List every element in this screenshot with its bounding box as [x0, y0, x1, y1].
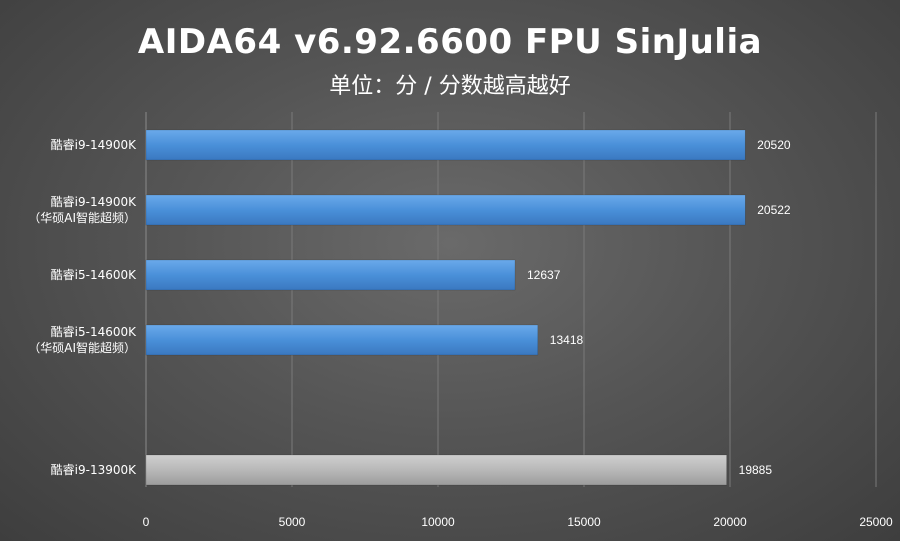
- category-label: （华硕AI智能超频）: [28, 340, 136, 355]
- data-label: 19885: [739, 463, 773, 477]
- chart-title: AIDA64 v6.92.6600 FPU SinJulia: [137, 22, 763, 62]
- x-tick-label: 5000: [279, 515, 306, 529]
- x-tick-label: 25000: [859, 515, 893, 529]
- x-tick-label: 15000: [567, 515, 601, 529]
- bar: [145, 194, 746, 226]
- category-label: 酷睿i5-14600K: [51, 324, 137, 339]
- bar: [145, 454, 727, 486]
- data-label: 20522: [757, 203, 791, 217]
- x-tick-label: 20000: [713, 515, 747, 529]
- bar: [145, 259, 516, 291]
- x-tick-label: 10000: [421, 515, 455, 529]
- category-label: 酷睿i9-13900K: [51, 462, 137, 477]
- category-label: 酷睿i9-14900K: [51, 194, 137, 209]
- category-label: （华硕AI智能超频）: [28, 210, 136, 225]
- data-label: 20520: [757, 138, 791, 152]
- bar: [145, 324, 539, 356]
- bar: [145, 129, 746, 161]
- data-label: 12637: [527, 268, 561, 282]
- category-label: 酷睿i5-14600K: [51, 267, 137, 282]
- category-label: 酷睿i9-14900K: [51, 137, 137, 152]
- data-label: 13418: [550, 333, 584, 347]
- chart-subtitle: 单位：分 / 分数越高越好: [329, 74, 571, 99]
- x-tick-label: 0: [143, 515, 150, 529]
